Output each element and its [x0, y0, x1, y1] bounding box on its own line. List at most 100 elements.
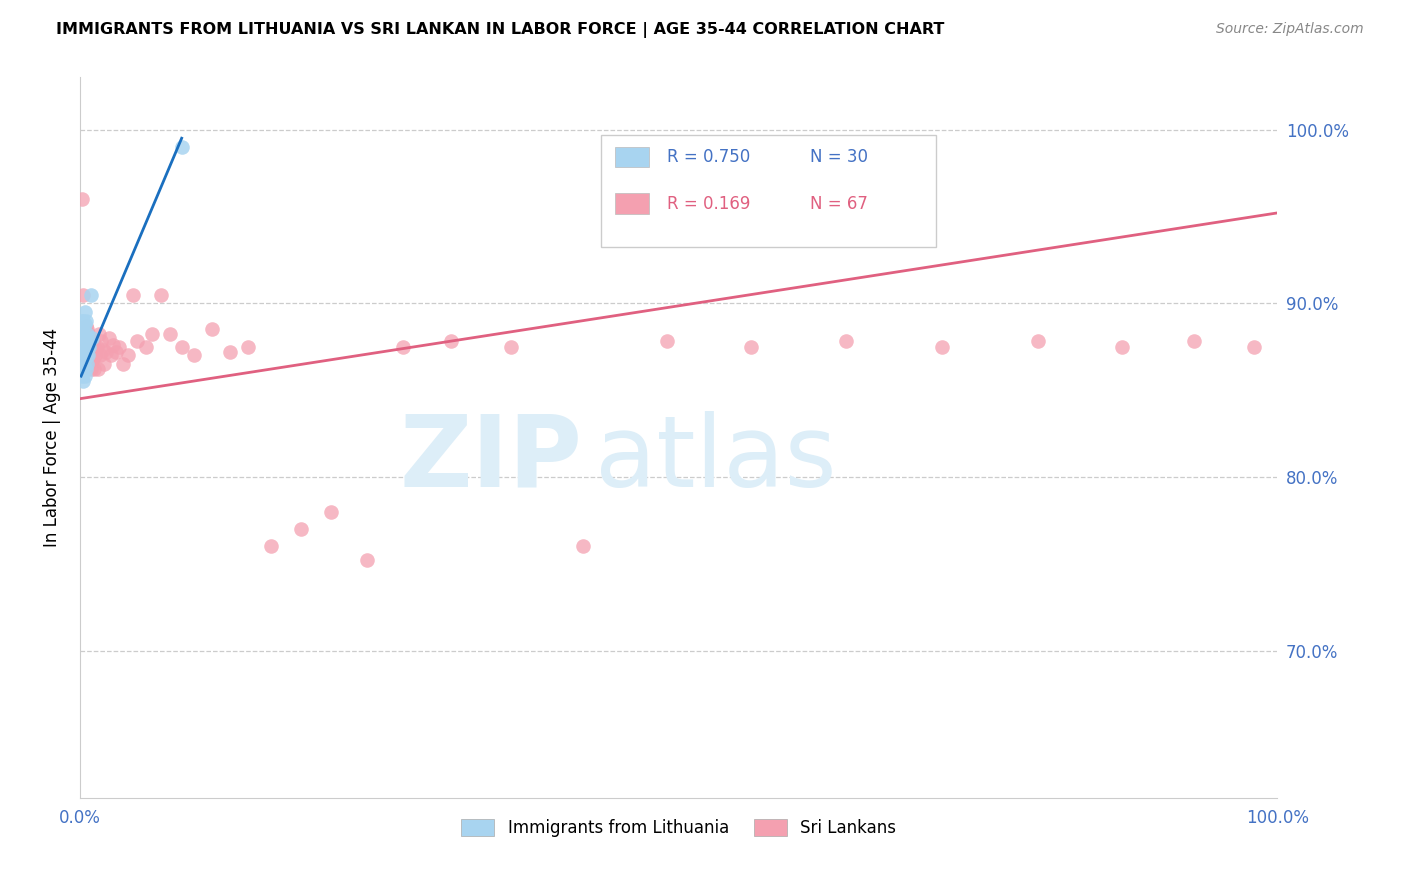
Text: Source: ZipAtlas.com: Source: ZipAtlas.com	[1216, 22, 1364, 37]
Point	[83, 340, 105, 354]
Point	[1026, 334, 1049, 349]
Point	[97, 331, 120, 345]
Point	[83, 362, 105, 376]
Point	[80, 351, 103, 366]
Point	[740, 340, 762, 354]
Point	[1182, 334, 1205, 349]
Point	[96, 344, 118, 359]
Point	[75, 313, 97, 327]
Point	[89, 348, 111, 362]
Point	[141, 327, 163, 342]
Point	[76, 340, 98, 354]
Point	[73, 340, 96, 354]
Point	[127, 334, 149, 349]
FancyBboxPatch shape	[616, 146, 648, 167]
Point	[499, 340, 522, 354]
Point	[392, 340, 415, 354]
Point	[73, 351, 96, 366]
Point	[82, 334, 104, 349]
Point	[79, 362, 101, 376]
Point	[79, 348, 101, 362]
Point	[75, 327, 97, 342]
Point	[72, 375, 94, 389]
Point	[440, 334, 463, 349]
Point	[79, 334, 101, 349]
Text: N = 30: N = 30	[810, 148, 869, 166]
Point	[75, 344, 97, 359]
Point	[72, 322, 94, 336]
Point	[72, 287, 94, 301]
Point	[931, 340, 953, 354]
Point	[82, 351, 104, 366]
Point	[90, 334, 112, 349]
Point	[72, 369, 94, 384]
Point	[835, 334, 858, 349]
Point	[70, 340, 93, 354]
Point	[72, 360, 94, 375]
Point	[86, 340, 108, 354]
Point	[159, 327, 181, 342]
Point	[260, 539, 283, 553]
Point	[91, 343, 114, 357]
Point	[111, 357, 134, 371]
Point	[201, 322, 224, 336]
Point	[79, 344, 101, 359]
Point	[121, 287, 143, 301]
Point	[103, 338, 125, 352]
Point	[572, 539, 595, 553]
Text: IMMIGRANTS FROM LITHUANIA VS SRI LANKAN IN LABOR FORCE | AGE 35-44 CORRELATION C: IMMIGRANTS FROM LITHUANIA VS SRI LANKAN …	[56, 22, 945, 38]
Point	[655, 334, 678, 349]
Y-axis label: In Labor Force | Age 35-44: In Labor Force | Age 35-44	[44, 328, 60, 548]
Point	[72, 344, 94, 359]
Point	[80, 340, 103, 354]
Point	[75, 362, 97, 376]
Point	[104, 344, 127, 359]
Point	[73, 369, 96, 384]
Point	[1243, 340, 1265, 354]
Text: R = 0.750: R = 0.750	[666, 148, 749, 166]
Text: R = 0.169: R = 0.169	[666, 194, 749, 212]
Point	[84, 348, 107, 362]
Point	[73, 305, 96, 319]
Point	[236, 340, 259, 354]
Text: ZIP: ZIP	[399, 411, 583, 508]
Point	[77, 334, 100, 349]
Point	[72, 327, 94, 342]
Point	[76, 334, 98, 349]
Point	[75, 331, 97, 345]
Point	[76, 357, 98, 371]
Point	[76, 322, 98, 336]
Point	[356, 553, 378, 567]
Point	[87, 327, 110, 342]
Point	[218, 344, 240, 359]
Point	[73, 348, 96, 362]
Point	[183, 348, 205, 362]
Point	[170, 140, 193, 154]
Point	[72, 331, 94, 345]
FancyBboxPatch shape	[600, 135, 936, 247]
Point	[79, 340, 101, 354]
Point	[87, 362, 110, 376]
Point	[72, 351, 94, 366]
Point	[73, 331, 96, 345]
Point	[150, 287, 173, 301]
Point	[70, 313, 93, 327]
Point	[77, 327, 100, 342]
Point	[77, 340, 100, 354]
Point	[76, 327, 98, 342]
Point	[73, 317, 96, 331]
Point	[79, 287, 101, 301]
Point	[77, 348, 100, 362]
Point	[73, 327, 96, 342]
Text: N = 67: N = 67	[810, 194, 869, 212]
Point	[76, 343, 98, 357]
Point	[93, 357, 115, 371]
Point	[117, 348, 139, 362]
Point	[80, 331, 103, 345]
Point	[75, 348, 97, 362]
Legend: Immigrants from Lithuania, Sri Lankans: Immigrants from Lithuania, Sri Lankans	[454, 813, 903, 844]
Point	[72, 192, 94, 206]
Text: atlas: atlas	[595, 411, 837, 508]
Point	[72, 338, 94, 352]
FancyBboxPatch shape	[616, 194, 648, 214]
